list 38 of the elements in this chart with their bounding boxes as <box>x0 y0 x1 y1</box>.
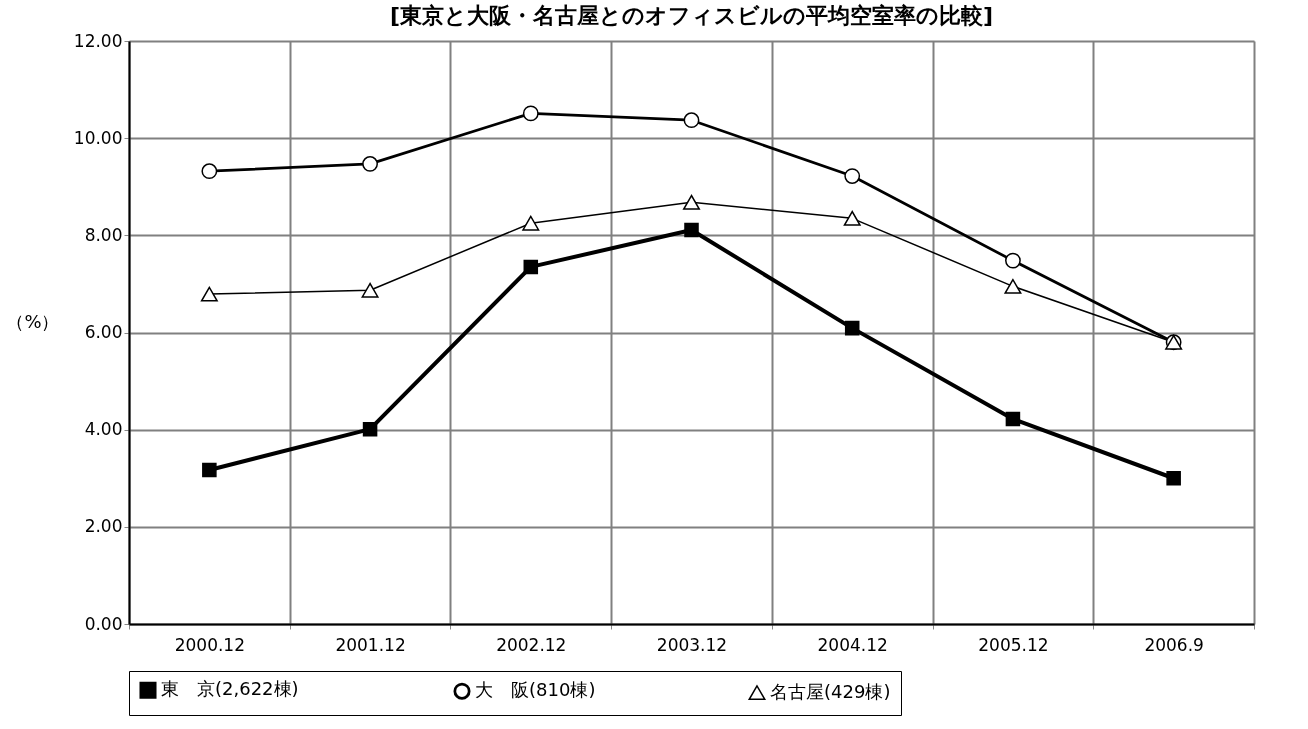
x-tick-label: 2003.12 <box>656 634 728 655</box>
point <box>200 286 218 302</box>
point <box>1005 252 1021 269</box>
x-tick-label: 2002.12 <box>496 634 567 655</box>
y-tick-label: 2.00 <box>84 516 123 537</box>
y-tick-label: 12.00 <box>73 30 123 51</box>
legend-label: 名古屋(429棟) <box>770 680 891 702</box>
y-tick-label: 8.00 <box>84 224 123 245</box>
point <box>362 156 378 172</box>
x-tick-label: 2005.12 <box>978 634 1049 655</box>
point <box>361 282 379 298</box>
y-tick-label: 4.00 <box>84 419 123 440</box>
point <box>1004 278 1022 294</box>
legend-label: 大 阪(810棟) <box>475 679 596 701</box>
point <box>684 222 699 238</box>
point <box>1166 470 1181 486</box>
y-tick-label: 10.00 <box>73 127 123 148</box>
point <box>843 210 861 226</box>
point <box>201 163 218 180</box>
point <box>522 215 540 231</box>
point <box>362 421 378 437</box>
legend-label: 東 京(2,622棟) <box>161 678 299 700</box>
point <box>844 168 861 184</box>
x-tick-label: 2000.12 <box>174 634 246 655</box>
point <box>683 194 700 210</box>
x-tick-label: 2006.9 <box>1144 634 1204 655</box>
y-axis-title: （%） <box>6 310 60 332</box>
point <box>202 462 217 478</box>
point <box>522 105 539 122</box>
chart-title: [東京と大阪・名古屋とのオフィスビルの平均空室率の比較] <box>389 3 994 28</box>
point <box>1005 411 1021 427</box>
x-tick-label: 2004.12 <box>817 634 888 655</box>
x-tick-label: 2001.12 <box>335 634 406 655</box>
y-tick-label: 6.00 <box>84 322 123 342</box>
y-tick-label: 0.00 <box>84 613 123 634</box>
point <box>683 112 700 129</box>
point <box>523 259 539 275</box>
point <box>844 320 860 336</box>
